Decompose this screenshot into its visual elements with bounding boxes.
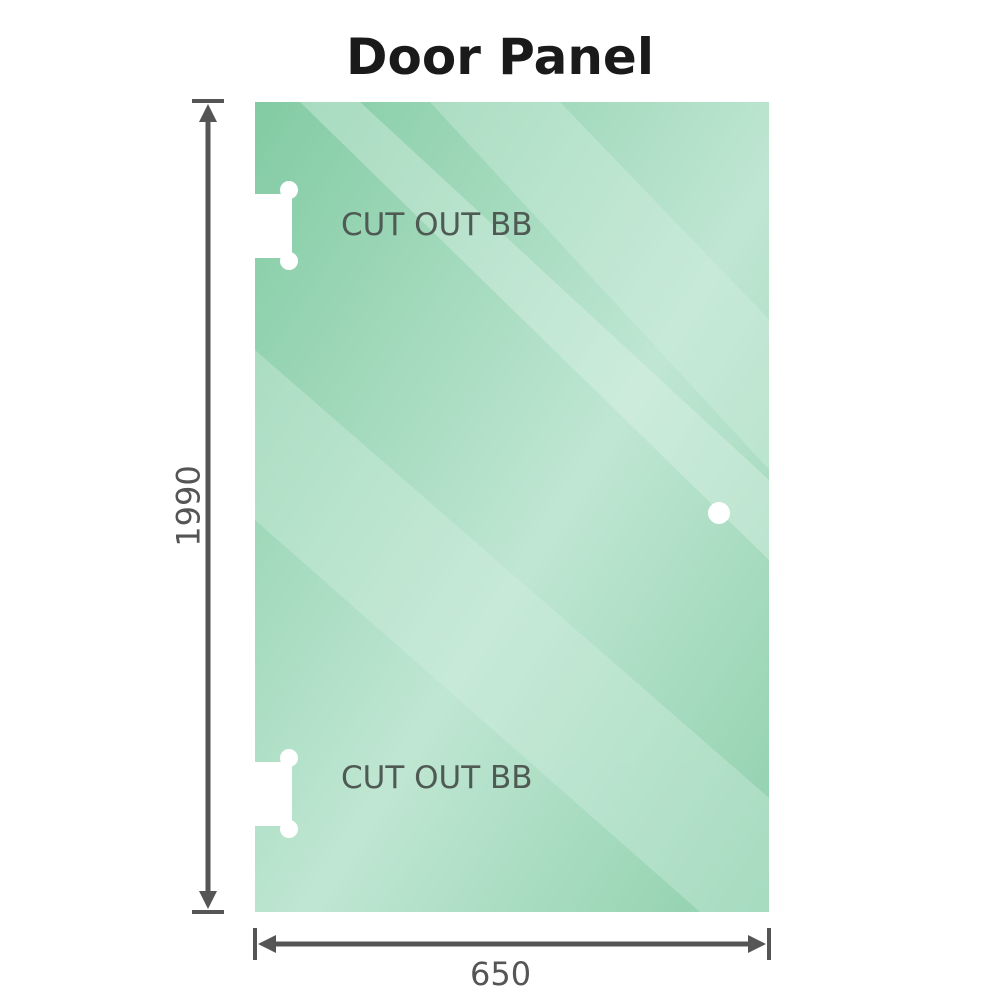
height-dimension-label: 1990 [169,465,208,547]
page-title: Door Panel [346,28,654,86]
cutout-bottom [250,749,298,838]
glass-panel [255,102,769,912]
cutout-top [250,181,298,270]
cutout-bottom-label: CUT OUT BB [341,760,533,796]
width-dimension-line [253,928,771,960]
width-dimension-label: 650 [470,955,532,993]
glass-reflections [255,102,769,912]
handle-hole [708,502,730,524]
cutout-top-label: CUT OUT BB [341,207,533,243]
height-dimension-line [192,99,224,914]
